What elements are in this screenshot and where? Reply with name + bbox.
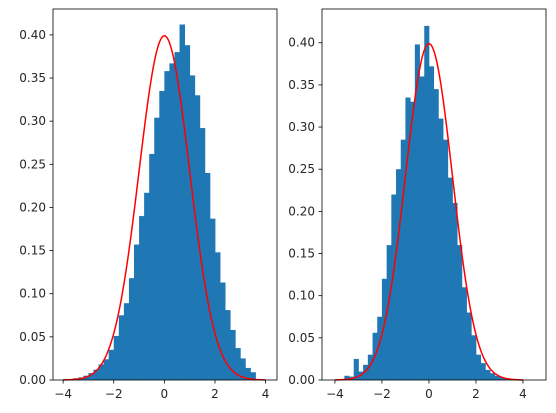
histogram-bar xyxy=(169,63,175,381)
y-tick-label: 0.30 xyxy=(288,120,315,134)
histogram-bar xyxy=(220,282,226,380)
histogram-bar xyxy=(88,373,94,380)
histogram-bar xyxy=(103,359,110,380)
histogram-bar xyxy=(499,377,505,380)
histogram-bar xyxy=(179,24,186,381)
histogram-bar xyxy=(184,45,191,381)
histogram-bar xyxy=(93,369,99,380)
y-tick-label: 0.25 xyxy=(288,162,315,176)
histogram-bar xyxy=(164,71,170,381)
histogram-bar xyxy=(128,278,135,380)
histogram-bar xyxy=(159,90,165,380)
y-tick-label: 0.35 xyxy=(19,71,46,85)
histogram-bar xyxy=(471,335,477,380)
x-tick-label: 2 xyxy=(211,387,219,401)
x-tick-label: 0 xyxy=(425,387,433,401)
x-tick-label: 4 xyxy=(262,387,270,401)
histogram-bar xyxy=(447,177,453,380)
histogram-bar xyxy=(123,303,130,380)
y-tick-label: 0.30 xyxy=(19,114,46,128)
histogram-bar xyxy=(235,348,241,380)
histogram-bar xyxy=(405,97,411,380)
histogram-bar xyxy=(358,371,364,380)
histogram-bar xyxy=(443,139,449,380)
histogram-bar xyxy=(438,118,444,381)
histogram-bar xyxy=(461,287,467,380)
y-tick-label: 0.00 xyxy=(19,373,46,387)
histogram-bar xyxy=(240,358,246,380)
y-tick-label: 0.05 xyxy=(288,331,315,345)
histogram-bar xyxy=(381,278,388,380)
y-tick-label: 0.10 xyxy=(288,289,315,303)
y-tick-label: 0.05 xyxy=(19,330,46,344)
y-tick-label: 0.40 xyxy=(288,36,315,50)
histogram-bar xyxy=(414,44,420,380)
histogram-bar xyxy=(154,117,160,381)
histogram-bar xyxy=(108,349,115,380)
normal-pdf-curve xyxy=(63,35,266,381)
histogram-bar xyxy=(419,76,425,380)
histogram-bar xyxy=(386,245,392,380)
y-tick-label: 0.25 xyxy=(19,157,46,171)
histogram-bar xyxy=(391,194,397,380)
histogram-bar xyxy=(139,216,145,380)
y-tick-label: 0.15 xyxy=(19,244,46,258)
y-tick-label: 0.35 xyxy=(288,78,315,92)
histogram-bar xyxy=(400,139,406,380)
histogram-bar xyxy=(367,354,373,380)
histogram-bar xyxy=(199,128,206,380)
histogram-bar xyxy=(344,375,350,380)
y-tick-label: 0.40 xyxy=(19,28,46,42)
histogram-bar xyxy=(204,172,211,380)
histogram-bar xyxy=(410,101,416,380)
histogram-bar xyxy=(396,169,402,380)
y-tick-label: 0.20 xyxy=(19,200,46,214)
histogram-bar xyxy=(490,373,496,380)
histogram-bar xyxy=(250,372,256,380)
y-tick-label: 0.20 xyxy=(288,204,315,218)
axes-frame xyxy=(52,8,278,381)
histogram-bar xyxy=(466,312,472,380)
x-tick-label: −4 xyxy=(326,387,344,401)
histogram-bar xyxy=(377,316,383,380)
y-tick-label: 0.00 xyxy=(288,373,315,387)
histogram-bar xyxy=(494,375,500,380)
x-tick-label: −2 xyxy=(373,387,391,401)
histogram-bar xyxy=(475,354,482,380)
right-subplot: −4 −2 0 2 4 0.00 0.05 0.10 0.15 0.20 0.25 0.30 0.35 0… xyxy=(288,8,547,401)
normal-pdf-curve xyxy=(334,42,523,381)
histogram-bar xyxy=(433,89,439,380)
histogram-bar xyxy=(189,75,196,381)
histogram-bar xyxy=(230,329,236,380)
histogram-bar xyxy=(133,244,140,380)
x-tick-label: 2 xyxy=(472,387,480,401)
histogram-bar xyxy=(363,364,369,380)
histogram-bar xyxy=(457,245,463,380)
histogram-bar xyxy=(149,153,155,380)
histogram-bar xyxy=(144,192,150,380)
histogram-bar xyxy=(480,363,486,380)
left-subplot: −4 −2 0 2 4 0.00 0.05 0.10 0.15 0.20 0.25 0.30 0.35 0… xyxy=(19,8,278,401)
histogram-bar xyxy=(424,25,430,381)
histogram-bar xyxy=(214,252,221,380)
histogram-bar xyxy=(245,367,251,380)
histogram-bar xyxy=(118,315,125,380)
y-tick-label: 0.10 xyxy=(19,287,46,301)
histogram-bar xyxy=(98,364,105,380)
axes-frame xyxy=(321,8,547,381)
histogram-bar xyxy=(209,218,216,380)
x-tick-label: 0 xyxy=(161,387,169,401)
x-tick-label: −4 xyxy=(54,387,72,401)
y-tick-label: 0.15 xyxy=(288,247,315,261)
histogram-bar xyxy=(452,202,458,380)
histogram-bar xyxy=(174,52,180,380)
x-tick-label: 4 xyxy=(519,387,527,401)
histogram-bar xyxy=(485,369,491,380)
histogram-bar xyxy=(225,310,231,380)
x-tick-label: −2 xyxy=(105,387,123,401)
histogram-bar xyxy=(428,66,435,380)
histogram-bar xyxy=(353,358,359,380)
histogram-bar xyxy=(113,336,120,380)
